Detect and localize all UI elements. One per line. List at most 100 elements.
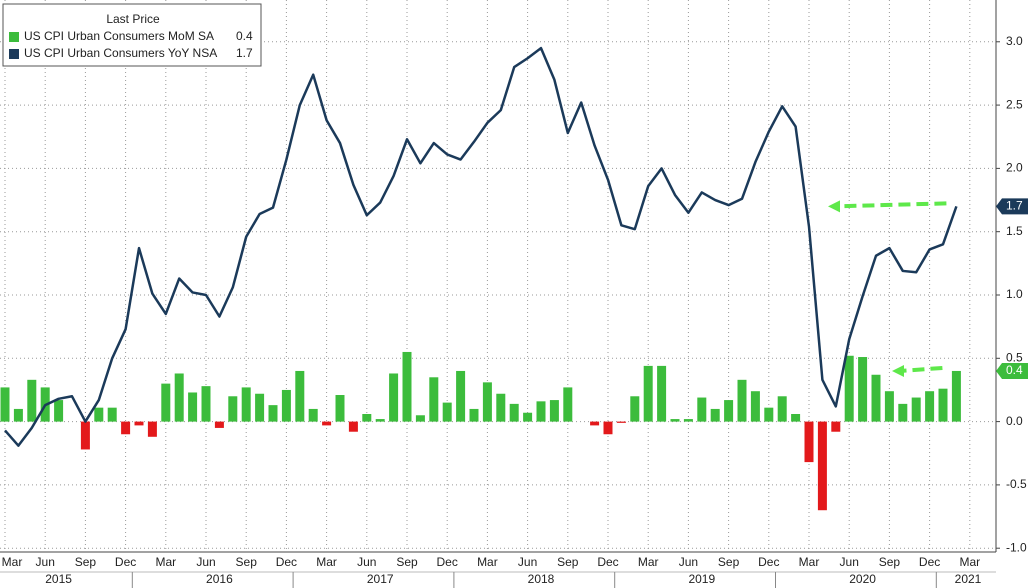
- bar: [188, 392, 198, 422]
- bar: [442, 402, 452, 422]
- bar: [657, 365, 667, 422]
- last-value: 0.4: [1006, 363, 1023, 377]
- x-tick-label: Jun: [518, 555, 537, 569]
- bar: [255, 393, 265, 422]
- bar: [777, 396, 787, 422]
- y-tick-label: 0.5: [1006, 350, 1023, 364]
- x-tick-label: Sep: [718, 555, 740, 569]
- bar: [174, 373, 184, 422]
- legend-label: US CPI Urban Consumers YoY NSA: [24, 46, 217, 60]
- bar: [804, 421, 814, 463]
- x-tick-label: Jun: [357, 555, 376, 569]
- year-label: 2016: [206, 572, 233, 586]
- bar: [536, 401, 546, 422]
- y-tick-label: 0.0: [1006, 414, 1023, 428]
- bar: [228, 396, 238, 422]
- bar: [523, 412, 533, 422]
- bar: [80, 421, 90, 450]
- bar: [683, 419, 693, 422]
- x-tick-label: Sep: [396, 555, 418, 569]
- y-tick-label: -1.0: [1006, 540, 1027, 554]
- bar: [858, 357, 868, 422]
- bar: [121, 421, 131, 435]
- bar: [616, 421, 626, 423]
- marks: [0, 46, 961, 511]
- bar: [13, 408, 23, 422]
- bar: [563, 387, 573, 422]
- bar: [147, 421, 157, 437]
- bar: [938, 388, 948, 422]
- arrow: [835, 201, 947, 209]
- bar: [724, 400, 734, 422]
- bar: [308, 408, 318, 422]
- bar: [281, 389, 291, 422]
- bar: [670, 419, 680, 422]
- last-value: 1.7: [1006, 199, 1023, 213]
- bar: [630, 396, 640, 422]
- x-tick-label: Dec: [758, 555, 779, 569]
- year-label: 2017: [367, 572, 394, 586]
- x-tick-label: Dec: [115, 555, 136, 569]
- last-badge: [996, 198, 1028, 215]
- bar: [737, 379, 747, 422]
- bar: [0, 387, 10, 422]
- legend-swatch: [9, 49, 19, 59]
- bar: [603, 421, 613, 435]
- year-label: 2015: [45, 572, 72, 586]
- x-tick-label: Mar: [638, 555, 659, 569]
- legend-box: [2, 3, 262, 67]
- bar: [750, 391, 760, 422]
- x-tick-label: Sep: [75, 555, 97, 569]
- grid: [0, 0, 1000, 588]
- bar: [322, 421, 332, 426]
- bar: [348, 421, 358, 432]
- legend-value: 1.7: [236, 46, 253, 60]
- bar: [54, 400, 64, 422]
- bar: [389, 373, 399, 422]
- arrow: [899, 365, 943, 373]
- y-tick-label: -0.5: [1006, 477, 1027, 491]
- x-tick-label: Mar: [155, 555, 176, 569]
- bar: [817, 421, 827, 511]
- bar: [871, 374, 881, 422]
- bar: [429, 377, 439, 422]
- bar: [697, 397, 707, 422]
- bar: [710, 408, 720, 422]
- y-tick-label: 2.5: [1006, 97, 1023, 111]
- bar: [951, 370, 961, 422]
- bar: [402, 351, 412, 422]
- year-label: 2019: [688, 572, 715, 586]
- bar: [643, 365, 653, 422]
- bar: [415, 415, 425, 422]
- x-tick-label: Mar: [477, 555, 498, 569]
- x-tick-label: Jun: [840, 555, 859, 569]
- bar: [884, 391, 894, 422]
- bar: [214, 421, 224, 428]
- y-tick-label: 1.0: [1006, 287, 1023, 301]
- legend-swatch: [9, 32, 19, 42]
- x-tick-label: Jun: [679, 555, 698, 569]
- bar: [496, 393, 506, 422]
- legend-value: 0.4: [236, 29, 253, 43]
- bar: [375, 419, 385, 422]
- bar: [295, 370, 305, 422]
- year-label: 2021: [955, 572, 982, 586]
- x-tick-label: Sep: [879, 555, 901, 569]
- x-tick-label: Dec: [276, 555, 297, 569]
- labels: -1.0 -0.5 0.0 0.5 1.0 1.5 2.0 2.5 3.0 Mar Jun Sep De…: [2, 3, 1028, 586]
- bar: [549, 400, 559, 422]
- year-label: 2020: [849, 572, 876, 586]
- bar: [791, 414, 801, 422]
- bar: [925, 391, 935, 422]
- bar: [161, 383, 171, 422]
- x-tick-label: Jun: [196, 555, 215, 569]
- arrow-head: [828, 200, 840, 213]
- bar: [107, 407, 117, 422]
- bar: [831, 421, 841, 432]
- bar: [456, 370, 466, 422]
- bar: [911, 397, 921, 422]
- y-tick-label: 1.5: [1006, 224, 1023, 238]
- x-tick-label: Mar: [2, 555, 23, 569]
